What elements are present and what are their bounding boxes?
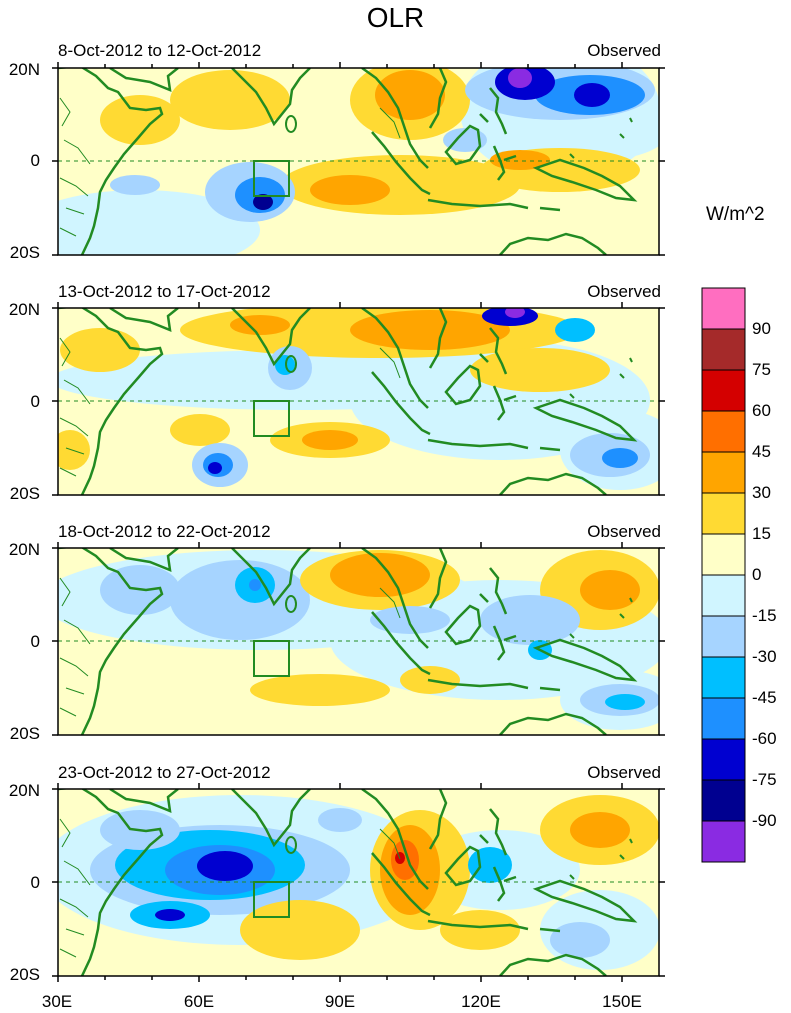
panel-4-source: Observed	[587, 763, 661, 782]
panel-3-date: 18-Oct-2012 to 22-Oct-2012	[58, 522, 271, 541]
colorbar-tick: -60	[752, 729, 777, 748]
colorbar-box	[701, 656, 746, 699]
panel-4-map	[58, 789, 659, 976]
colorbar-tick: 0	[752, 565, 762, 584]
colorbar-tick: -45	[752, 688, 777, 707]
colorbar-unit: W/m^2	[706, 204, 765, 225]
colorbar-box	[701, 574, 746, 617]
lon-label-120e: 120E	[461, 992, 501, 1011]
lat-label-eq: 0	[30, 151, 40, 170]
colorbar-tick: -15	[752, 606, 777, 625]
colorbar	[701, 287, 746, 863]
figure-title: OLR	[366, 2, 425, 33]
lon-label-90e: 90E	[324, 992, 356, 1011]
lat-label-20s: 20S	[9, 243, 40, 262]
colorbar-tick: 90	[752, 319, 771, 338]
colorbar-box	[701, 410, 746, 453]
panel-2-source: Observed	[587, 282, 661, 301]
colorbar-box	[701, 615, 746, 658]
colorbar-box	[701, 779, 746, 822]
lat-label-20n: 20N	[8, 60, 40, 79]
panel-3-map	[58, 548, 659, 735]
lat-label-20s: 20S	[9, 965, 40, 984]
colorbar-box	[701, 533, 746, 576]
lat-label-20s: 20S	[9, 484, 40, 503]
colorbar-tick: 60	[752, 401, 771, 420]
colorbar-tick: 75	[752, 360, 771, 379]
lat-label-eq: 0	[30, 873, 40, 892]
colorbar-tick: -90	[752, 811, 777, 830]
lat-label-20n: 20N	[8, 540, 40, 559]
panel-3-source: Observed	[587, 522, 661, 541]
colorbar-tick: -75	[752, 770, 777, 789]
colorbar-tick: 30	[752, 483, 771, 502]
lat-label-20s: 20S	[9, 724, 40, 743]
lon-label-60e: 60E	[183, 992, 215, 1011]
colorbar-box	[701, 328, 746, 371]
lat-label-eq: 0	[30, 392, 40, 411]
panel-1-source: Observed	[587, 41, 661, 60]
lon-label-30e: 30E	[41, 992, 73, 1011]
axis-ticks	[52, 62, 665, 982]
lat-label-20n: 20N	[8, 300, 40, 319]
colorbar-tick: 45	[752, 442, 771, 461]
lat-label-20n: 20N	[8, 781, 40, 800]
colorbar-box	[701, 369, 746, 412]
colorbar-tick: -30	[752, 647, 777, 666]
panel-4-date: 23-Oct-2012 to 27-Oct-2012	[58, 763, 271, 782]
colorbar-box	[701, 451, 746, 494]
panel-1-map	[58, 68, 659, 255]
colorbar-box	[701, 738, 746, 781]
lat-label-eq: 0	[30, 632, 40, 651]
colorbar-tick: 15	[752, 524, 771, 543]
colorbar-box	[701, 820, 746, 863]
panel-2-map	[58, 308, 659, 495]
colorbar-box	[701, 697, 746, 740]
panel-1-date: 8-Oct-2012 to 12-Oct-2012	[58, 41, 262, 60]
colorbar-box	[701, 492, 746, 535]
colorbar-box	[701, 287, 746, 330]
lon-label-150e: 150E	[602, 992, 642, 1011]
panel-2-date: 13-Oct-2012 to 17-Oct-2012	[58, 282, 271, 301]
